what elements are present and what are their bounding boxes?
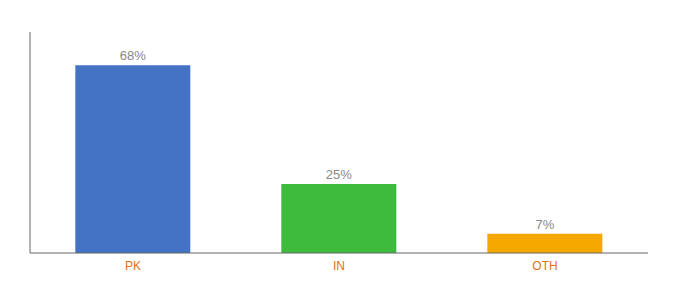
svg-text:7%: 7% xyxy=(535,217,554,232)
svg-text:PK: PK xyxy=(125,259,141,273)
svg-text:68%: 68% xyxy=(120,48,146,63)
svg-text:OTH: OTH xyxy=(532,259,557,273)
svg-text:25%: 25% xyxy=(326,167,352,182)
svg-text:IN: IN xyxy=(333,259,345,273)
